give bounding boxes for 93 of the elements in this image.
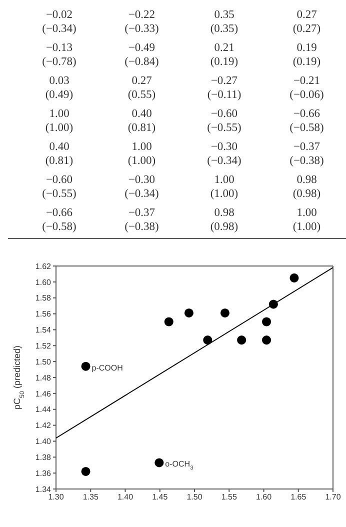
text: (−0.55): [206, 121, 242, 135]
text: 0.03: [48, 74, 70, 88]
annotation: o-OCH$_{3}$: [165, 460, 194, 472]
text: −0.13: [44, 41, 74, 55]
x-tick-label: 1.70: [325, 492, 342, 502]
text: (0.98): [292, 187, 322, 201]
point: [290, 273, 299, 282]
text: −0.60: [210, 107, 239, 121]
text: (1.00): [126, 154, 157, 168]
text: 0.40: [130, 107, 153, 121]
text: (0.81): [44, 154, 74, 168]
y-tick-label: 1.60: [35, 278, 52, 287]
x-tick-label: 1.35: [82, 492, 99, 502]
text: −0.21: [292, 74, 322, 88]
annotation: p-COOH: [92, 363, 124, 372]
text: (1.00): [44, 121, 74, 135]
point: [237, 336, 246, 345]
text: (−0.38): [124, 220, 160, 234]
y-tick-label: 1.54: [35, 326, 52, 335]
y-tick-label: 1.62: [35, 262, 52, 271]
y-tick-label: 1.36: [35, 468, 52, 478]
text: 1.00: [296, 206, 318, 220]
text: 0.40: [48, 140, 70, 154]
text: (0.19): [292, 55, 322, 69]
y-tick-label: 1.56: [35, 310, 52, 319]
text: −0.27: [210, 74, 239, 88]
point: [262, 317, 272, 326]
y-tick-label: 1.46: [35, 389, 52, 398]
text: −0.02: [44, 8, 74, 22]
text: 1.00: [48, 107, 70, 121]
text: (1.00): [292, 220, 322, 234]
text: (−0.06): [288, 88, 325, 102]
x-tick-label: 1.45: [152, 492, 168, 502]
point: [81, 362, 90, 371]
text: (−0.55): [41, 187, 78, 201]
point: [154, 458, 164, 468]
y-tick-label: 1.44: [35, 405, 52, 414]
point: [220, 308, 230, 318]
text: (−0.38): [288, 154, 325, 168]
text: −0.22: [127, 8, 156, 22]
text: (−0.34): [206, 154, 242, 168]
text: (0.98): [209, 220, 240, 234]
text: 0.98: [213, 206, 236, 220]
y-tick-label: 1.50: [35, 357, 52, 366]
y-tick-label: 1.38: [35, 452, 52, 462]
text: (−0.34): [41, 22, 78, 36]
text: (0.49): [44, 88, 74, 102]
text: (−0.11): [206, 88, 242, 102]
y-tick-label: 1.48: [35, 373, 52, 382]
x-tick-label: 1.40: [117, 492, 134, 502]
point: [262, 336, 272, 345]
x-tick-label: 1.60: [256, 492, 272, 502]
text: (0.35): [209, 22, 240, 36]
text: 0.27: [296, 8, 318, 22]
text: 0.19: [296, 41, 318, 55]
text: 1.00: [130, 140, 153, 154]
text: 0.21: [213, 41, 236, 55]
text: −0.49: [127, 41, 156, 55]
text: −0.37: [127, 206, 156, 220]
x-tick-label: 1.65: [290, 492, 307, 502]
text: 0.98: [296, 173, 318, 187]
text: (0.81): [126, 121, 157, 135]
text: (−0.34): [124, 187, 160, 201]
text: −0.30: [127, 173, 156, 187]
y-tick-label: 1.34: [35, 484, 52, 494]
y-tick-label: 1.58: [35, 294, 52, 303]
text: (1.00): [209, 187, 240, 201]
point: [81, 466, 90, 476]
text: 0.27: [130, 74, 153, 88]
point: [203, 336, 212, 345]
x-tick-label: 1.30: [48, 492, 64, 502]
y-tick-label: 1.52: [35, 341, 52, 350]
text: (−0.84): [124, 55, 160, 69]
text: 0.35: [213, 8, 236, 22]
text: 1.00: [213, 173, 236, 187]
text: (0.19): [209, 55, 240, 69]
text: −0.30: [210, 140, 239, 154]
text: (−0.58): [41, 220, 78, 234]
x-tick-label: 1.55: [221, 492, 238, 502]
text: −0.37: [292, 140, 322, 154]
text: (0.27): [292, 22, 322, 36]
text: (−0.33): [124, 22, 160, 36]
text: −0.66: [292, 107, 322, 121]
point: [184, 308, 194, 318]
y-tick-label: 1.42: [35, 421, 52, 430]
text: (−0.58): [288, 121, 325, 135]
text: (−0.78): [41, 55, 78, 69]
text: −0.60: [44, 173, 74, 187]
text: −0.66: [44, 206, 74, 220]
point: [164, 317, 174, 326]
x-tick-label: 1.50: [186, 492, 203, 502]
y-tick-label: 1.40: [35, 437, 52, 446]
text: (0.55): [126, 88, 157, 102]
